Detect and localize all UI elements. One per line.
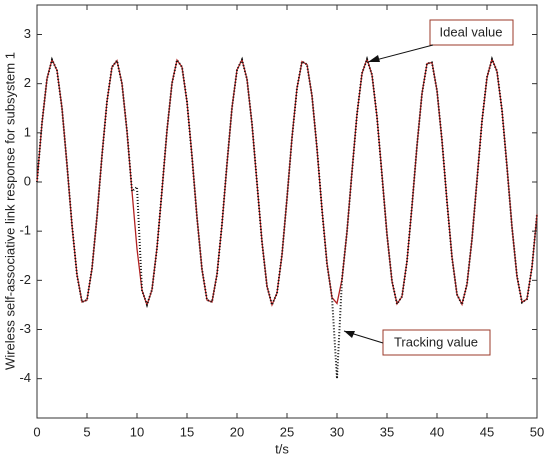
x-tick-label: 40 — [430, 424, 444, 439]
x-tick-label: 10 — [130, 424, 144, 439]
y-tick-label: 1 — [24, 124, 31, 139]
y-tick-label: -4 — [19, 370, 31, 385]
annotation-box — [429, 19, 514, 46]
y-tick-label: -1 — [19, 223, 31, 238]
y-tick-label: -3 — [19, 321, 31, 336]
x-tick-label: 25 — [280, 424, 294, 439]
x-tick-label: 30 — [330, 424, 344, 439]
y-tick-label: 3 — [24, 26, 31, 41]
arrow-head — [368, 55, 380, 62]
x-tick-label: 50 — [530, 424, 544, 439]
x-tick-label: 45 — [480, 424, 494, 439]
y-tick-label: 0 — [24, 173, 31, 188]
x-axis-label: t/s — [275, 441, 289, 456]
annotation-text: Tracking value — [394, 334, 478, 349]
annotation-text: Ideal value — [440, 24, 503, 39]
annotations: Ideal value Tracking value — [343, 19, 514, 356]
y-tick-label: 2 — [24, 75, 31, 90]
arrow-head — [344, 331, 355, 338]
x-tick-label: 35 — [380, 424, 394, 439]
y-axis-label: Wireless self-associative link response … — [2, 52, 17, 370]
x-tick-label: 15 — [180, 424, 194, 439]
annotation-box — [382, 329, 491, 356]
series-line — [36, 57, 538, 307]
y-tick-label: -2 — [19, 272, 31, 287]
x-tick-label: 5 — [83, 424, 90, 439]
x-tick-label: 20 — [230, 424, 244, 439]
x-tick-label: 0 — [33, 424, 40, 439]
